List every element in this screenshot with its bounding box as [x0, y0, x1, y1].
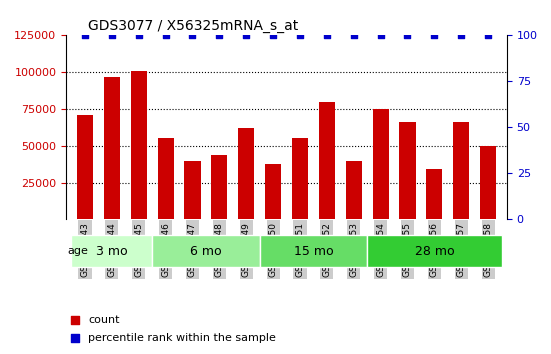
Text: 15 mo: 15 mo: [294, 245, 333, 258]
FancyBboxPatch shape: [72, 235, 152, 267]
Point: [242, 33, 251, 38]
FancyBboxPatch shape: [367, 235, 501, 267]
Bar: [77, 115, 93, 219]
Point: [80, 33, 89, 38]
Text: 6 mo: 6 mo: [190, 245, 222, 258]
Bar: [453, 122, 469, 219]
FancyBboxPatch shape: [260, 235, 367, 267]
Bar: [372, 109, 388, 219]
Point: [430, 33, 439, 38]
Point: [269, 33, 278, 38]
Bar: [292, 138, 308, 219]
Bar: [211, 155, 228, 219]
Bar: [399, 122, 415, 219]
Point: [484, 33, 493, 38]
Bar: [238, 128, 254, 219]
Bar: [131, 72, 147, 219]
Point: [134, 33, 143, 38]
Bar: [104, 76, 120, 219]
Bar: [265, 164, 281, 219]
Point: [188, 33, 197, 38]
Text: count: count: [88, 315, 120, 325]
FancyBboxPatch shape: [152, 235, 260, 267]
Bar: [319, 102, 335, 219]
Point: [71, 335, 79, 341]
Point: [403, 33, 412, 38]
Point: [322, 33, 331, 38]
Point: [349, 33, 358, 38]
Text: age: age: [67, 246, 88, 256]
Point: [161, 33, 170, 38]
Text: 28 mo: 28 mo: [414, 245, 454, 258]
Point: [107, 33, 116, 38]
Text: GDS3077 / X56325mRNA_s_at: GDS3077 / X56325mRNA_s_at: [88, 19, 299, 33]
Bar: [426, 170, 442, 219]
Bar: [345, 161, 362, 219]
Bar: [185, 161, 201, 219]
Point: [215, 33, 224, 38]
Point: [71, 318, 79, 323]
Point: [295, 33, 304, 38]
Bar: [158, 138, 174, 219]
Point: [457, 33, 466, 38]
Text: percentile rank within the sample: percentile rank within the sample: [88, 333, 276, 343]
Point: [376, 33, 385, 38]
Bar: [480, 146, 496, 219]
Text: 3 mo: 3 mo: [96, 245, 128, 258]
